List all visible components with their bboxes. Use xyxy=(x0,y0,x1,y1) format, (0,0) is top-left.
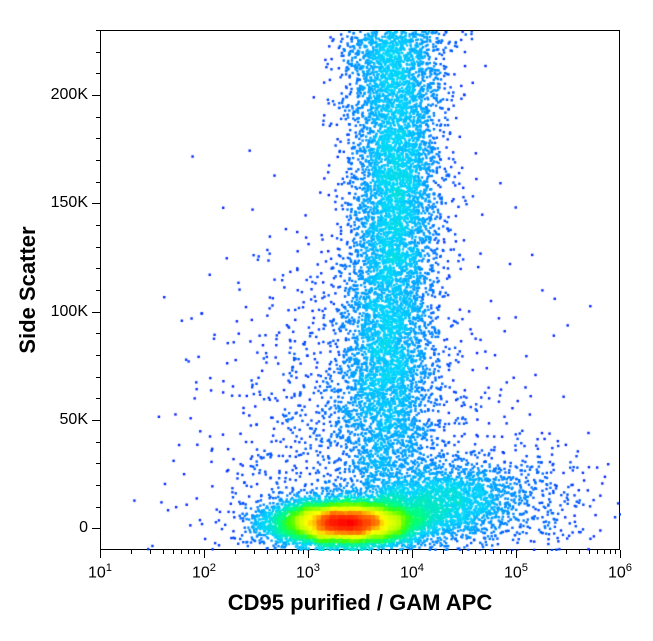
x-minor-tick xyxy=(339,550,340,554)
y-minor-tick xyxy=(96,377,100,378)
x-minor-tick xyxy=(589,550,590,554)
y-minor-tick xyxy=(96,160,100,161)
y-minor-tick xyxy=(96,507,100,508)
x-minor-tick xyxy=(511,550,512,554)
x-tick-label: 103 xyxy=(296,562,320,582)
x-minor-tick xyxy=(485,550,486,554)
x-minor-tick xyxy=(579,550,580,554)
x-minor-tick xyxy=(150,550,151,554)
x-minor-tick xyxy=(267,550,268,554)
x-tick-mark xyxy=(516,550,517,558)
y-minor-tick xyxy=(96,225,100,226)
y-axis-label: Side Scatter xyxy=(15,226,41,353)
x-minor-tick xyxy=(188,550,189,554)
x-minor-tick xyxy=(358,550,359,554)
x-minor-tick xyxy=(610,550,611,554)
x-minor-tick xyxy=(285,550,286,554)
x-minor-tick xyxy=(254,550,255,554)
y-minor-tick xyxy=(96,247,100,248)
flow-cytometry-chart: Side Scatter CD95 purified / GAM APC 0 50… xyxy=(0,0,653,641)
y-minor-tick xyxy=(96,73,100,74)
y-minor-tick xyxy=(96,290,100,291)
x-tick-mark xyxy=(100,550,101,558)
x-minor-tick xyxy=(597,550,598,554)
y-minor-tick xyxy=(96,485,100,486)
y-minor-tick xyxy=(96,442,100,443)
y-minor-tick xyxy=(96,30,100,31)
x-minor-tick xyxy=(396,550,397,554)
y-tick-label: 0 xyxy=(79,519,88,537)
x-minor-tick xyxy=(493,550,494,554)
y-tick-label: 50K xyxy=(60,411,88,429)
x-minor-tick xyxy=(462,550,463,554)
y-minor-tick xyxy=(96,138,100,139)
x-tick-mark xyxy=(308,550,309,558)
x-tick-label: 102 xyxy=(192,562,216,582)
x-axis-label: CD95 purified / GAM APC xyxy=(228,590,492,616)
x-minor-tick xyxy=(443,550,444,554)
x-minor-tick xyxy=(292,550,293,554)
y-tick-label: 100K xyxy=(51,303,88,321)
x-tick-label: 101 xyxy=(88,562,112,582)
x-tick-mark xyxy=(620,550,621,558)
x-minor-tick xyxy=(298,550,299,554)
y-minor-tick xyxy=(96,182,100,183)
y-minor-tick xyxy=(96,52,100,53)
y-tick-mark xyxy=(92,203,100,204)
x-tick-mark xyxy=(204,550,205,558)
x-minor-tick xyxy=(194,550,195,554)
x-minor-tick xyxy=(277,550,278,554)
x-minor-tick xyxy=(407,550,408,554)
x-minor-tick xyxy=(181,550,182,554)
x-minor-tick xyxy=(371,550,372,554)
y-minor-tick xyxy=(96,333,100,334)
y-tick-mark xyxy=(92,420,100,421)
y-tick-mark xyxy=(92,528,100,529)
x-minor-tick xyxy=(131,550,132,554)
y-minor-tick xyxy=(96,398,100,399)
x-tick-mark xyxy=(412,550,413,558)
x-tick-label: 104 xyxy=(400,562,424,582)
x-minor-tick xyxy=(173,550,174,554)
y-minor-tick xyxy=(96,463,100,464)
y-tick-mark xyxy=(92,312,100,313)
y-minor-tick xyxy=(96,355,100,356)
x-minor-tick xyxy=(199,550,200,554)
plot-area xyxy=(100,30,620,550)
x-minor-tick xyxy=(475,550,476,554)
x-minor-tick xyxy=(381,550,382,554)
x-tick-label: 106 xyxy=(608,562,632,582)
x-minor-tick xyxy=(506,550,507,554)
x-minor-tick xyxy=(163,550,164,554)
x-minor-tick xyxy=(235,550,236,554)
x-minor-tick xyxy=(547,550,548,554)
x-minor-tick xyxy=(615,550,616,554)
x-minor-tick xyxy=(303,550,304,554)
x-minor-tick xyxy=(402,550,403,554)
x-tick-label: 105 xyxy=(504,562,528,582)
y-minor-tick xyxy=(96,117,100,118)
x-minor-tick xyxy=(604,550,605,554)
y-tick-label: 150K xyxy=(51,194,88,212)
y-tick-mark xyxy=(92,95,100,96)
y-tick-label: 200K xyxy=(51,86,88,104)
x-minor-tick xyxy=(500,550,501,554)
x-minor-tick xyxy=(389,550,390,554)
y-minor-tick xyxy=(96,268,100,269)
scatter-canvas xyxy=(101,31,621,551)
x-minor-tick xyxy=(566,550,567,554)
